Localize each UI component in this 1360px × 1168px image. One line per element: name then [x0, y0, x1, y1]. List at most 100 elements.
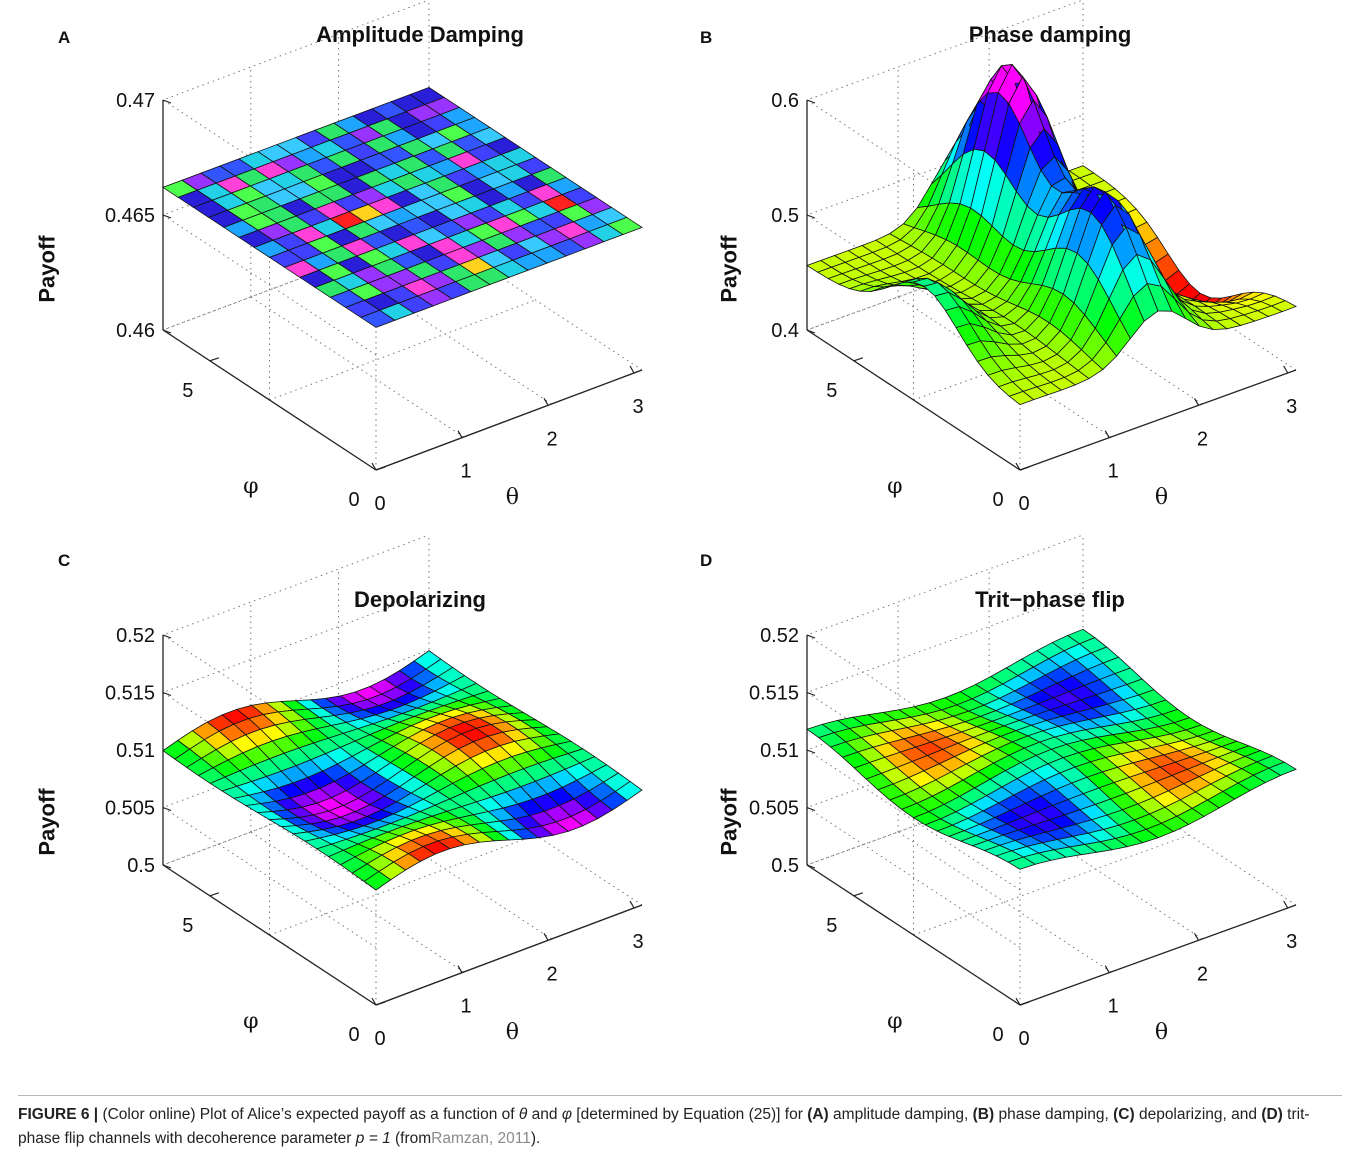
x-tick-label: 1 [460, 461, 471, 483]
caption-text: and [531, 1106, 558, 1123]
y-axis [162, 329, 377, 471]
surface-cell [1270, 300, 1297, 313]
y-tick-label: 5 [826, 380, 837, 402]
y-axis-label: φ [243, 474, 258, 499]
x-tick-label: 0 [374, 1028, 385, 1050]
caption-label: FIGURE 6 | [18, 1106, 99, 1123]
chart-panel-d: D Trit−phase flip Payoff 0.5 0.505 0.51 0.5… [670, 534, 1330, 1090]
y-axis-label: φ [887, 1009, 902, 1034]
y-axis [162, 864, 377, 1006]
caption-text: (Color online) Plot of Alice’s expected … [102, 1106, 515, 1123]
caption-ref-b: (B) [972, 1106, 995, 1123]
z-tick-label: 0.505 [105, 798, 155, 820]
y-tick-label: 0 [348, 489, 359, 511]
z-tick-label: 0.515 [105, 683, 155, 705]
citation-link[interactable]: Ramzan, 2011 [431, 1130, 531, 1147]
figure-caption: FIGURE 6 | (Color online) Plot of Alice’… [18, 1095, 1342, 1161]
z-tick-label: 0.5 [127, 855, 155, 877]
caption-text: amplitude damping, [833, 1106, 969, 1123]
y-tick-label: 0 [992, 489, 1003, 511]
x-tick-label: 2 [1197, 428, 1208, 450]
surface-plot: 0.4 0.5 0.6 0 1 2 3 0 5 θ φ [771, 0, 1297, 515]
y-axis-label: φ [887, 474, 902, 499]
caption-text: depolarizing, and [1138, 1106, 1258, 1123]
caption-ref-d: (D) [1261, 1106, 1283, 1123]
z-tick-label: 0.52 [116, 625, 155, 647]
panel-letter: C [58, 551, 71, 570]
caption-param: p = 1 [355, 1130, 391, 1147]
surface-cell [1267, 761, 1297, 776]
z-tick-label: 0.4 [771, 320, 799, 342]
y-axis [806, 864, 1021, 1006]
caption-ref-a: (A) [807, 1106, 829, 1123]
caption-ref-c: (C) [1113, 1106, 1135, 1123]
z-tick-label: 0.465 [105, 205, 155, 227]
x-axis-label: θ [506, 1020, 519, 1045]
x-tick-label: 1 [1108, 996, 1119, 1018]
surface-plot: 0.46 0.465 0.47 0 1 2 3 0 5 θ φ [105, 0, 644, 515]
panel-title: Trit−phase flip [975, 587, 1125, 612]
x-tick-label: 0 [374, 493, 385, 515]
x-axis-label: θ [1155, 485, 1168, 510]
caption-text: [determined by Equation (25)] for [576, 1106, 803, 1123]
x-axis [375, 369, 643, 471]
surface-plot: 0.5 0.505 0.51 0.515 0.52 0 1 2 3 0 5 θ φ [749, 534, 1297, 1050]
x-axis [375, 904, 643, 1006]
x-tick-label: 2 [546, 963, 557, 985]
z-tick-label: 0.515 [749, 683, 799, 705]
panel-letter: A [58, 28, 71, 47]
caption-text: phase damping, [998, 1106, 1109, 1123]
y-tick-label: 0 [348, 1024, 359, 1046]
y-tick-label: 5 [826, 915, 837, 937]
x-axis-label: θ [506, 485, 519, 510]
panel-title: Depolarizing [353, 587, 486, 612]
surface [162, 86, 643, 328]
z-tick-label: 0.47 [116, 90, 155, 112]
surface-cell [606, 216, 643, 235]
z-tick-label: 0.46 [116, 320, 155, 342]
surface [806, 628, 1297, 870]
x-tick-label: 3 [1286, 396, 1297, 418]
x-tick-label: 0 [1018, 1028, 1029, 1050]
caption-text: trit-phase flip channels with decoherenc… [18, 1106, 1310, 1147]
z-tick-label: 0.505 [749, 798, 799, 820]
axes-box: 0.5 0.505 0.51 0.515 0.52 0 1 2 3 0 5 θ φ [749, 534, 1297, 1050]
x-tick-label: 1 [1108, 461, 1119, 483]
caption-phi: φ [561, 1106, 572, 1123]
x-axis [1019, 369, 1297, 471]
chart-panel-a: A Amplitude Damping Payoff 0.46 0.465 0.47… [20, 0, 680, 563]
caption-theta: θ [518, 1106, 528, 1123]
x-tick-label: 3 [1286, 931, 1297, 953]
x-axis [1019, 904, 1297, 1006]
z-tick-label: 0.5 [771, 205, 799, 227]
x-tick-label: 2 [1197, 963, 1208, 985]
y-axis [806, 329, 1021, 471]
y-tick-label: 5 [182, 915, 193, 937]
caption-text: (from [395, 1130, 432, 1147]
x-tick-label: 0 [1018, 493, 1029, 515]
chart-panel-c: C Depolarizing Payoff 0.5 0.505 0.51 0.515 0… [20, 534, 680, 1090]
panel-title: Amplitude Damping [316, 22, 524, 47]
z-tick-label: 0.5 [771, 855, 799, 877]
y-tick-label: 0 [992, 1024, 1003, 1046]
surface [806, 63, 1297, 406]
x-axis-label: θ [1155, 1020, 1168, 1045]
surface-plot: 0.5 0.505 0.51 0.515 0.52 0 1 2 3 0 5 θ φ [105, 534, 644, 1050]
panel-letter: B [700, 28, 713, 47]
z-tick-label: 0.52 [760, 625, 799, 647]
x-tick-label: 3 [632, 931, 643, 953]
surface [162, 650, 643, 891]
caption-text: ). [530, 1130, 541, 1147]
y-axis-label: φ [243, 1009, 258, 1034]
x-tick-label: 2 [546, 428, 557, 450]
surface-cell [614, 780, 643, 801]
y-tick-label: 5 [182, 380, 193, 402]
panel-title: Phase damping [968, 22, 1132, 47]
z-tick-label: 0.51 [116, 740, 155, 762]
x-tick-label: 3 [632, 396, 643, 418]
chart-panel-b: B Phase damping Payoff 0.4 0.5 0.6 0 1 2 3 0 5 θ φ [670, 0, 1330, 563]
z-tick-label: 0.6 [771, 90, 799, 112]
x-tick-label: 1 [460, 996, 471, 1018]
z-tick-label: 0.51 [760, 740, 799, 762]
panel-letter: D [700, 551, 713, 570]
